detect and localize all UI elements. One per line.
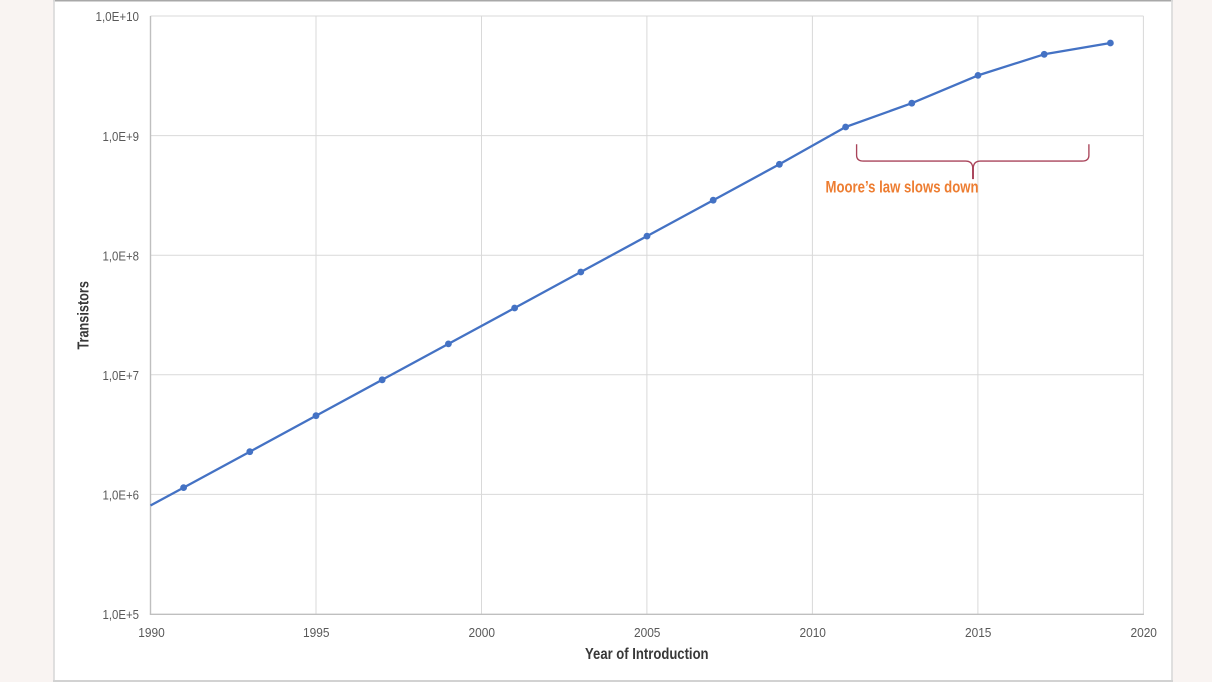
svg-text:1,0E+9: 1,0E+9 [103,129,140,144]
svg-text:Year of Introduction: Year of Introduction [585,646,709,663]
svg-text:1,0E+5: 1,0E+5 [103,607,140,622]
svg-text:Transistors: Transistors [76,281,93,350]
svg-text:1990: 1990 [138,625,165,640]
svg-text:2015: 2015 [965,625,992,640]
svg-text:1,0E+7: 1,0E+7 [103,368,140,383]
svg-text:2020: 2020 [1130,625,1157,640]
svg-text:1,0E+10: 1,0E+10 [96,9,140,24]
svg-text:2010: 2010 [799,625,826,640]
svg-text:1995: 1995 [303,625,330,640]
svg-text:1,0E+6: 1,0E+6 [103,488,140,503]
svg-text:Moore’s law slows down: Moore’s law slows down [826,178,979,197]
svg-text:2000: 2000 [469,625,496,640]
svg-text:1,0E+8: 1,0E+8 [103,248,140,263]
svg-text:2005: 2005 [634,625,661,640]
